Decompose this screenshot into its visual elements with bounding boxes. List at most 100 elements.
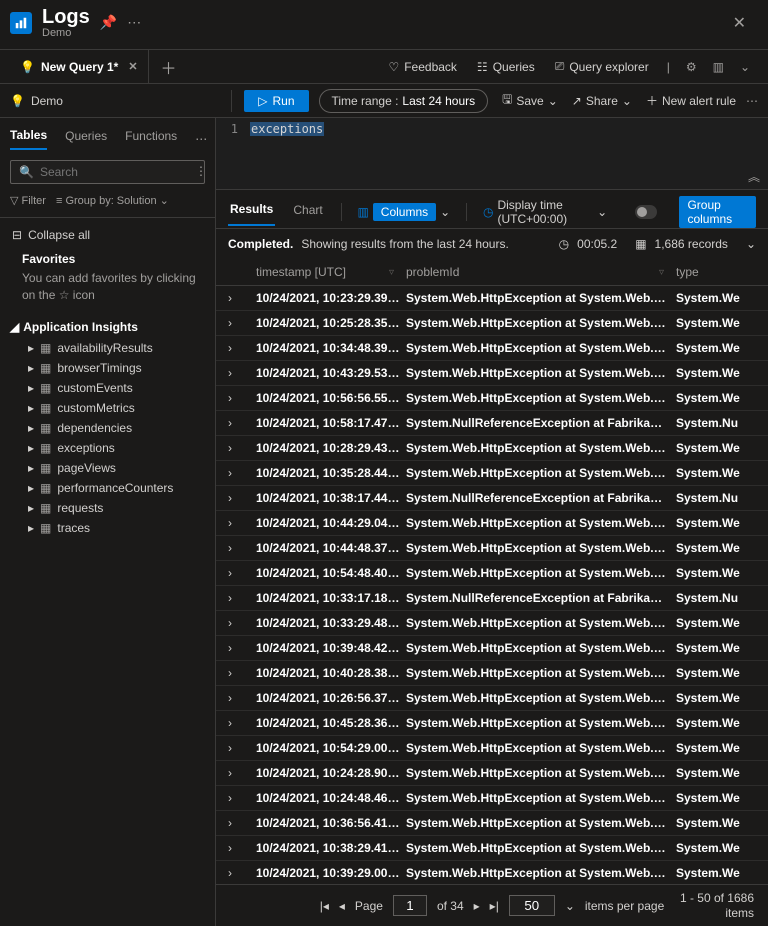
expand-icon[interactable]: ⌄ — [746, 237, 756, 251]
sidebar-item-browserTimings[interactable]: ▸▦browserTimings — [10, 358, 205, 378]
expand-row-icon[interactable]: › — [228, 541, 256, 555]
table-row[interactable]: ›10/24/2021, 10:38:17.440 PMSystem.NullR… — [216, 486, 768, 511]
expand-row-icon[interactable]: › — [228, 741, 256, 755]
tab-chart[interactable]: Chart — [291, 199, 324, 225]
expand-row-icon[interactable]: › — [228, 716, 256, 730]
table-row[interactable]: ›10/24/2021, 10:39:48.429 ...System.Web.… — [216, 636, 768, 661]
sidebar-item-customEvents[interactable]: ▸▦customEvents — [10, 378, 205, 398]
prev-page-button[interactable]: ◂ — [339, 899, 345, 913]
queries-link[interactable]: ☷ Queries — [467, 60, 545, 74]
tab-results[interactable]: Results — [228, 198, 275, 226]
expand-row-icon[interactable]: › — [228, 641, 256, 655]
table-row[interactable]: ›10/24/2021, 10:35:28.449 ...System.Web.… — [216, 461, 768, 486]
close-tab-icon[interactable]: ✕ — [128, 60, 137, 73]
table-row[interactable]: ›10/24/2021, 10:58:17.474 PMSystem.NullR… — [216, 411, 768, 436]
page-size-select[interactable] — [509, 895, 555, 916]
table-row[interactable]: ›10/24/2021, 10:24:28.906 ...System.Web.… — [216, 761, 768, 786]
code-editor[interactable]: exceptions ︽ — [244, 118, 768, 189]
overflow-icon[interactable]: ⋯ — [746, 94, 758, 108]
expand-row-icon[interactable]: › — [228, 566, 256, 580]
tab-functions[interactable]: Functions — [125, 129, 177, 149]
query-explorer-link[interactable]: ⎚ Query explorer — [545, 59, 659, 74]
expand-row-icon[interactable]: › — [228, 416, 256, 430]
tab-tables[interactable]: Tables — [10, 128, 47, 150]
table-row[interactable]: ›10/24/2021, 10:45:28.369 ...System.Web.… — [216, 711, 768, 736]
gear-icon[interactable]: ⚙ — [678, 60, 705, 74]
table-row[interactable]: ›10/24/2021, 10:33:29.486 ...System.Web.… — [216, 611, 768, 636]
expand-row-icon[interactable]: › — [228, 841, 256, 855]
display-time-button[interactable]: ◷ Display time (UTC+00:00) ⌄ — [483, 198, 607, 226]
expand-row-icon[interactable]: › — [228, 441, 256, 455]
next-page-button[interactable]: ▸ — [474, 899, 480, 913]
group-appinsights[interactable]: ◢ Application Insights — [10, 314, 205, 338]
table-row[interactable]: ›10/24/2021, 10:34:48.397 ...System.Web.… — [216, 336, 768, 361]
sidebar-item-dependencies[interactable]: ▸▦dependencies — [10, 418, 205, 438]
collapse-editor-icon[interactable]: ︽ — [748, 168, 760, 185]
more-icon[interactable]: ⋯ — [127, 14, 141, 31]
table-row[interactable]: ›10/24/2021, 10:38:29.417 PMSystem.Web.H… — [216, 836, 768, 861]
sidebar-item-pageViews[interactable]: ▸▦pageViews — [10, 458, 205, 478]
col-problemid[interactable]: problemId▿ — [406, 265, 676, 279]
expand-row-icon[interactable]: › — [228, 666, 256, 680]
query-tab[interactable]: 💡 New Query 1* ✕ — [10, 50, 149, 83]
panel-icon[interactable]: ▥ — [705, 60, 732, 74]
expand-row-icon[interactable]: › — [228, 391, 256, 405]
col-timestamp[interactable]: timestamp [UTC]▿ — [256, 265, 406, 279]
sidebar-item-traces[interactable]: ▸▦traces — [10, 518, 205, 538]
tab-queries[interactable]: Queries — [65, 129, 107, 149]
table-row[interactable]: ›10/24/2021, 10:44:48.373 ...System.Web.… — [216, 536, 768, 561]
table-row[interactable]: ›10/24/2021, 10:24:48.469 ...System.Web.… — [216, 786, 768, 811]
expand-row-icon[interactable]: › — [228, 516, 256, 530]
new-tab-button[interactable]: ＋ — [149, 55, 189, 79]
filter-button[interactable]: ▽ Filter — [10, 194, 46, 207]
feedback-link[interactable]: ♡ Feedback — [378, 60, 466, 74]
close-icon[interactable]: ✕ — [725, 9, 754, 37]
sidebar-item-exceptions[interactable]: ▸▦exceptions — [10, 438, 205, 458]
page-input[interactable] — [393, 895, 427, 916]
expand-row-icon[interactable]: › — [228, 591, 256, 605]
filter-icon[interactable]: ▿ — [389, 267, 394, 278]
expand-row-icon[interactable]: › — [228, 466, 256, 480]
sidebar-item-requests[interactable]: ▸▦requests — [10, 498, 205, 518]
kebab-icon[interactable]: ⋮ — [195, 164, 207, 178]
col-type[interactable]: type — [676, 265, 756, 279]
search-input[interactable] — [40, 165, 196, 179]
expand-row-icon[interactable]: › — [228, 791, 256, 805]
sidebar-overflow-icon[interactable]: ⋯ — [195, 132, 207, 146]
table-row[interactable]: ›10/24/2021, 10:28:29.434 ...System.Web.… — [216, 436, 768, 461]
time-range-picker[interactable]: Time range : Last 24 hours — [319, 89, 489, 113]
groupby-button[interactable]: ≡ Group by: Solution ⌄ — [56, 194, 169, 207]
first-page-button[interactable]: |◂ — [320, 899, 329, 913]
table-row[interactable]: ›10/24/2021, 10:23:29.393 ...System.Web.… — [216, 286, 768, 311]
expand-row-icon[interactable]: › — [228, 316, 256, 330]
chevron-down-icon[interactable]: ⌄ — [732, 60, 758, 74]
table-row[interactable]: ›10/24/2021, 10:33:17.183 PMSystem.NullR… — [216, 586, 768, 611]
sidebar-item-availabilityResults[interactable]: ▸▦availabilityResults — [10, 338, 205, 358]
sidebar-item-customMetrics[interactable]: ▸▦customMetrics — [10, 398, 205, 418]
table-row[interactable]: ›10/24/2021, 10:54:48.404 ...System.Web.… — [216, 561, 768, 586]
search-box[interactable]: 🔍 — [10, 160, 205, 184]
share-button[interactable]: ↗ Share ⌄ — [572, 94, 632, 108]
last-page-button[interactable]: ▸| — [490, 899, 499, 913]
scope-picker[interactable]: 💡 Demo — [10, 94, 63, 108]
columns-button[interactable]: ▥ Columns ⌄ — [357, 203, 450, 221]
expand-row-icon[interactable]: › — [228, 616, 256, 630]
table-row[interactable]: ›10/24/2021, 10:43:29.535 ...System.Web.… — [216, 361, 768, 386]
table-row[interactable]: ›10/24/2021, 10:39:29.009 ...System.Web.… — [216, 861, 768, 884]
group-toggle[interactable] — [635, 205, 657, 219]
chevron-down-icon[interactable]: ⌄ — [565, 899, 575, 913]
table-row[interactable]: ›10/24/2021, 10:54:29.006 ...System.Web.… — [216, 736, 768, 761]
expand-row-icon[interactable]: › — [228, 691, 256, 705]
filter-icon[interactable]: ▿ — [659, 267, 664, 278]
table-row[interactable]: ›10/24/2021, 10:40:28.388 ...System.Web.… — [216, 661, 768, 686]
sidebar-item-performanceCounters[interactable]: ▸▦performanceCounters — [10, 478, 205, 498]
table-row[interactable]: ›10/24/2021, 10:36:56.415 P...System.Web… — [216, 811, 768, 836]
pin-icon[interactable]: 📌 — [100, 14, 117, 31]
expand-row-icon[interactable]: › — [228, 366, 256, 380]
expand-row-icon[interactable]: › — [228, 291, 256, 305]
table-row[interactable]: ›10/24/2021, 10:25:28.351 PMSystem.Web.H… — [216, 311, 768, 336]
run-button[interactable]: ▷ Run — [244, 90, 308, 112]
table-row[interactable]: ›10/24/2021, 10:26:56.378 ...System.Web.… — [216, 686, 768, 711]
table-row[interactable]: ›10/24/2021, 10:56:56.556 ...System.Web.… — [216, 386, 768, 411]
expand-row-icon[interactable]: › — [228, 816, 256, 830]
